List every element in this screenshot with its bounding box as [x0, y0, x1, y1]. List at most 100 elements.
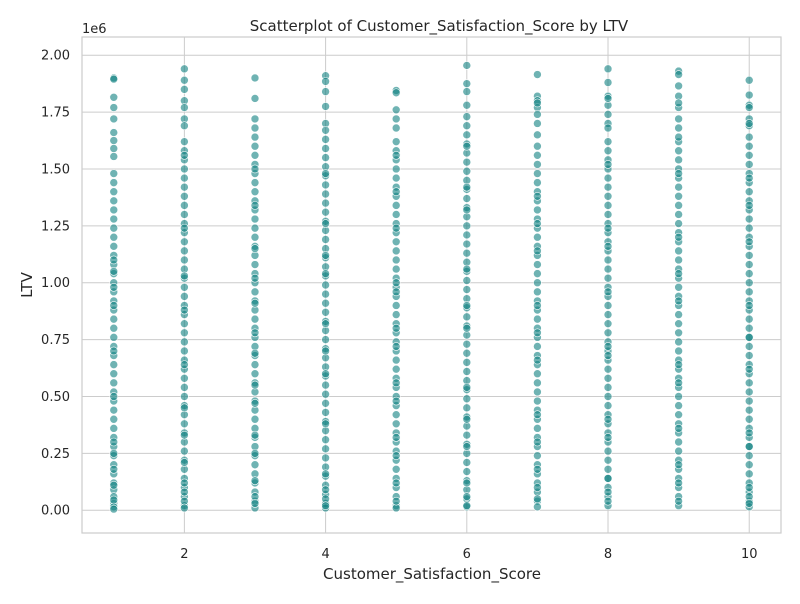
scatter-point	[321, 501, 330, 510]
scatter-point	[391, 378, 401, 388]
scatter-point	[744, 214, 754, 224]
scatter-point	[603, 392, 613, 401]
scatter-point	[603, 173, 613, 183]
scatter-point	[603, 94, 613, 103]
scatter-point	[391, 137, 401, 146]
scatter-point	[744, 201, 754, 210]
scatter-point	[180, 164, 189, 174]
scatter-point	[674, 282, 683, 292]
scatter-point	[462, 141, 472, 151]
scatter-point	[462, 230, 472, 240]
scatter-point	[533, 178, 542, 187]
scatter-point	[180, 103, 189, 112]
scatter-point	[321, 408, 330, 417]
scatter-point	[603, 255, 613, 265]
scatter-point	[109, 464, 119, 474]
scatter-point	[109, 360, 119, 369]
scatter-point	[462, 112, 472, 121]
scatter-point	[674, 70, 683, 79]
scatter-point	[462, 61, 472, 70]
scatter-point	[462, 367, 472, 376]
scatter-point	[674, 346, 683, 356]
y-tick-label: 0.50	[41, 390, 70, 405]
scatter-point	[533, 205, 542, 215]
y-tick-label: 0.25	[41, 447, 70, 462]
scatter-point	[391, 464, 401, 474]
x-tick-labels: 2 4 6 8 10	[180, 547, 757, 562]
scatter-point	[462, 285, 472, 294]
scatter-point	[321, 189, 330, 199]
y-tick-label: 1.00	[41, 276, 70, 291]
scatter-point	[109, 480, 119, 490]
scatter-point	[250, 201, 260, 210]
scatter-point	[533, 502, 542, 512]
scatter-point	[462, 383, 472, 392]
scatter-point	[391, 88, 401, 98]
scatter-point	[180, 210, 189, 219]
scatter-point	[109, 128, 119, 137]
scatter-point	[462, 501, 472, 510]
scatter-point	[462, 239, 472, 249]
scatter-point	[321, 102, 330, 111]
scatter-point	[674, 319, 683, 328]
scatter-point	[744, 173, 754, 183]
x-tick-label: 8	[604, 547, 612, 562]
scatter-point	[674, 360, 683, 369]
scatter-point	[180, 173, 189, 183]
scatter-point	[744, 260, 754, 269]
scatter-point	[603, 160, 613, 169]
scatter-point	[744, 483, 754, 492]
scatter-point	[391, 173, 401, 183]
scatter-point	[674, 232, 683, 242]
scatter-point	[391, 410, 401, 419]
scatter-point	[250, 348, 260, 358]
scatter-point	[603, 201, 613, 210]
scatter-point	[533, 191, 542, 201]
scatter-point	[533, 141, 542, 151]
scatter-point	[321, 444, 330, 454]
scatter-point	[744, 269, 754, 278]
scatter-point	[321, 169, 330, 178]
scatter-point	[603, 310, 613, 319]
scatter-point	[674, 132, 683, 142]
data-points	[109, 61, 754, 514]
scatter-point	[744, 103, 754, 112]
scatter-point	[391, 187, 401, 197]
scatter-point	[603, 433, 613, 442]
scatter-point	[744, 287, 754, 297]
scatter-point	[603, 373, 613, 383]
scatter-point	[533, 314, 542, 324]
scatter-point	[462, 348, 472, 358]
scatter-point	[674, 146, 683, 156]
scatter-point	[180, 223, 189, 233]
scatter-point	[180, 64, 189, 74]
scatter-point	[603, 182, 613, 192]
scatter-point	[744, 132, 754, 142]
scatter-point	[744, 351, 754, 360]
scatter-point	[109, 114, 119, 124]
scatter-point	[674, 410, 683, 419]
scatter-point	[603, 191, 613, 201]
scatter-point	[180, 237, 189, 247]
scatter-point	[250, 287, 260, 297]
scatter-point	[250, 178, 260, 187]
scatter-point	[462, 323, 472, 333]
scatter-point	[180, 373, 189, 383]
scatter-point	[391, 164, 401, 174]
scatter-point	[321, 269, 330, 278]
scatter-point	[109, 136, 119, 145]
scatter-point	[109, 346, 119, 356]
scatter-point	[321, 77, 330, 86]
scatter-point	[533, 98, 542, 108]
scatter-point	[180, 346, 189, 356]
scatter-point	[391, 264, 401, 274]
scatter-point	[674, 269, 683, 278]
scatter-point	[603, 319, 613, 328]
scatter-point	[321, 298, 330, 308]
x-tick-label: 6	[463, 547, 471, 562]
scatter-point	[603, 364, 613, 374]
y-tick-label: 0.00	[41, 504, 70, 519]
scatter-point	[321, 251, 330, 260]
scatter-point	[250, 151, 260, 160]
scatter-point	[250, 360, 260, 369]
